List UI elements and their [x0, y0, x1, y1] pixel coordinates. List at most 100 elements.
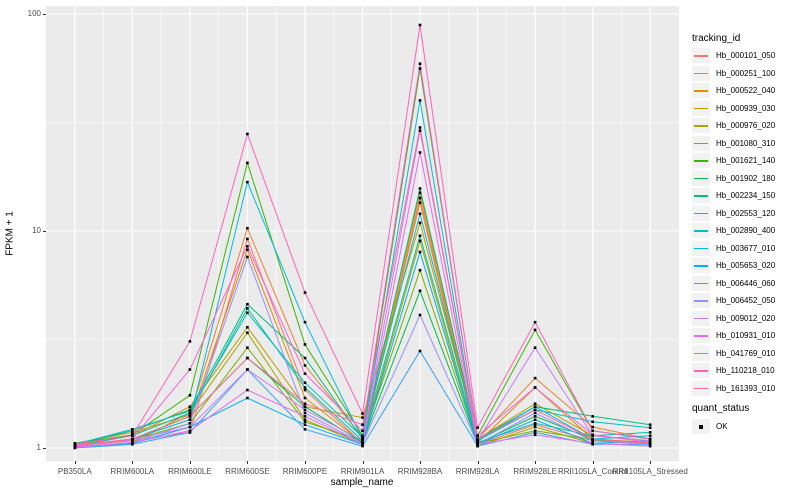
legend-key	[692, 135, 710, 151]
x-tick-mark	[477, 461, 479, 464]
data-point	[246, 307, 249, 310]
x-tick-label-RRII105LA_Stressed: RRII105LA_Stressed	[612, 467, 688, 476]
data-point	[648, 444, 652, 448]
x-tick-mark	[74, 461, 76, 464]
legend-line-swatch	[694, 247, 708, 250]
data-point	[648, 431, 652, 434]
data-point	[303, 396, 307, 400]
legend-key	[692, 328, 710, 343]
legend-key	[692, 170, 710, 186]
legend-key	[692, 205, 710, 221]
legend-label: Hb_003677_010	[716, 243, 776, 253]
legend-key	[692, 65, 710, 81]
x-tick-label-RRIM600LE: RRIM600LE	[168, 467, 212, 476]
data-point	[188, 394, 192, 397]
legend: tracking_id Hb_000101_050 Hb_000251_100 Hb…	[690, 0, 800, 500]
data-point	[476, 444, 479, 448]
data-point	[361, 437, 364, 441]
data-point	[246, 161, 249, 165]
data-point	[418, 126, 422, 129]
black-square-marker-icon	[699, 424, 703, 429]
data-point	[361, 436, 364, 439]
legend-label: Hb_000976_020	[716, 121, 776, 130]
data-point	[303, 411, 307, 415]
data-point	[476, 426, 479, 429]
data-point	[131, 441, 134, 444]
x-tick-mark	[592, 461, 594, 464]
legend-line-swatch	[694, 265, 708, 267]
data-point	[533, 402, 537, 405]
legend-line-swatch	[694, 282, 708, 285]
data-point	[533, 431, 537, 434]
data-point	[533, 422, 537, 425]
data-point	[418, 250, 422, 254]
legend-line-swatch	[694, 160, 708, 162]
data-point	[246, 346, 249, 349]
data-point	[188, 422, 192, 425]
data-point	[246, 302, 249, 306]
data-point	[418, 349, 422, 353]
legend-line-swatch	[694, 352, 708, 355]
data-point	[246, 388, 249, 392]
data-point	[591, 429, 594, 433]
y-tick-label: 1	[36, 443, 41, 452]
legend-key	[692, 118, 710, 133]
legend-key	[692, 363, 710, 378]
legend-key	[692, 153, 710, 168]
legend-key	[692, 223, 710, 238]
x-tick-mark	[304, 461, 306, 464]
data-point	[303, 388, 307, 392]
data-point	[131, 429, 134, 433]
data-point	[303, 420, 307, 424]
y-tick-label: 100	[27, 9, 41, 18]
data-point	[246, 326, 249, 329]
legend-label: Hb_002234_150	[716, 191, 776, 200]
legend-title-tracking-id: tracking_id	[692, 33, 741, 44]
data-point	[648, 437, 652, 441]
data-point	[73, 443, 77, 446]
x-tick-label-RRIM928LA: RRIM928LA	[455, 467, 500, 476]
legend-label: Hb_000939_030	[716, 103, 776, 113]
data-point	[246, 311, 249, 315]
data-point	[418, 62, 422, 65]
legend-label: Hb_002553_120	[716, 208, 776, 218]
data-point	[246, 368, 249, 371]
legend-label: Hb_006452_050	[716, 296, 776, 305]
legend-label: Hb_001621_140	[716, 156, 776, 165]
data-point	[533, 405, 537, 408]
y-tick-mark	[43, 14, 46, 15]
legend-line-swatch	[694, 107, 708, 110]
data-point	[418, 129, 422, 132]
data-point	[418, 221, 422, 225]
data-point	[533, 328, 537, 332]
legend-label: Hb_010931_010	[716, 331, 776, 340]
legend-line-swatch	[694, 142, 708, 145]
data-point	[591, 439, 594, 442]
data-point	[131, 434, 134, 437]
data-point	[131, 431, 134, 434]
legend-line-swatch	[694, 335, 708, 337]
chart-svg	[46, 6, 679, 461]
legend-label: Hb_000522_040	[716, 86, 776, 95]
x-tick-mark	[189, 461, 191, 464]
legend-label: Hb_005653_020	[716, 261, 776, 270]
data-point	[533, 386, 537, 389]
data-point	[303, 364, 307, 367]
data-point	[476, 441, 479, 444]
y-tick-label: 10	[32, 226, 41, 235]
legend-line-swatch	[694, 90, 708, 92]
data-point	[131, 437, 134, 441]
legend-key	[692, 240, 710, 256]
data-point	[591, 425, 594, 429]
data-point	[303, 402, 307, 405]
x-tick-label-RRIM928LE: RRIM928LE	[513, 467, 557, 476]
data-point	[246, 132, 249, 136]
x-tick-label-PB350LA: PB350LA	[57, 467, 92, 476]
data-point	[188, 340, 192, 343]
data-point	[246, 331, 249, 334]
data-point	[533, 425, 537, 429]
legend-line-swatch	[694, 230, 708, 232]
quant-ok-key	[692, 419, 710, 434]
data-point	[303, 372, 307, 375]
data-point	[418, 234, 422, 238]
